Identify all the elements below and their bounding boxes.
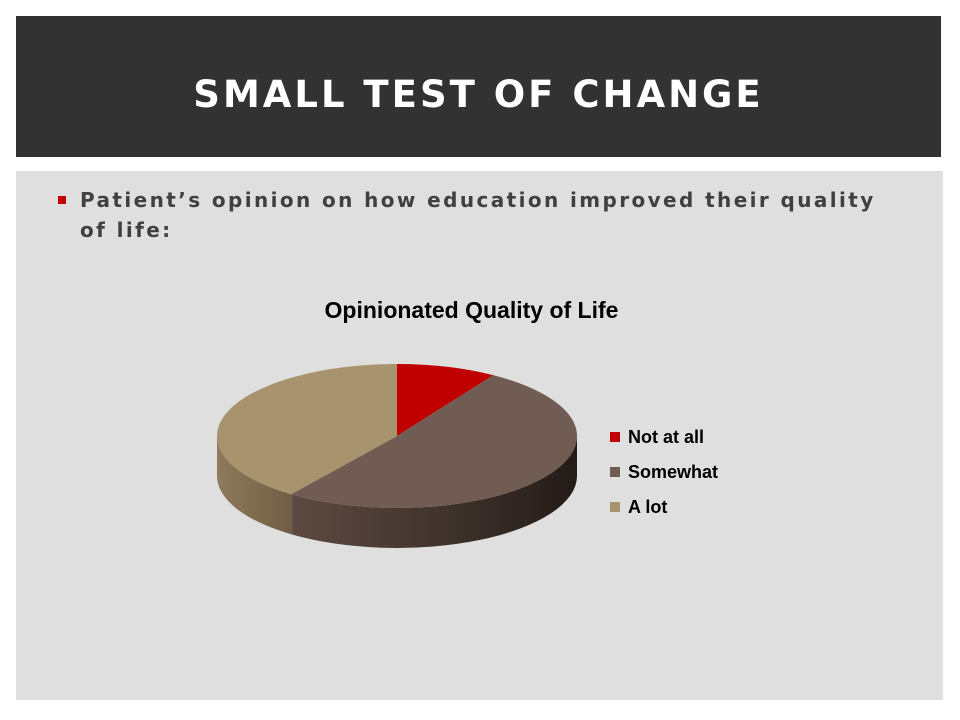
title-band: SMALL TEST OF CHANGE [16,16,941,157]
legend-label: Somewhat [628,462,719,482]
bullet-text: Patient’s opinion on how education impro… [80,188,876,242]
pie-slice-side [291,436,577,549]
pie-slice [291,375,578,509]
slide-title: SMALL TEST OF CHANGE [193,73,764,116]
legend-swatch [610,502,620,512]
legend-label: A lot [628,497,668,517]
chart-legend: Not at all Somewhat A lot [610,425,810,530]
legend-swatch [610,432,620,442]
pie-slice [397,364,494,436]
chart-title: Opinionated Quality of Life [324,297,619,323]
content-area: Patient’s opinion on how education impro… [16,171,943,700]
pie-slice-side [217,436,292,535]
legend-swatch [610,467,620,477]
legend-item: A lot [610,495,810,530]
pie-slice [216,364,397,495]
legend-label: Not at all [628,427,705,447]
legend-item: Not at all [610,425,810,460]
legend-item: Somewhat [610,460,810,495]
bullet-square-icon [58,196,66,204]
